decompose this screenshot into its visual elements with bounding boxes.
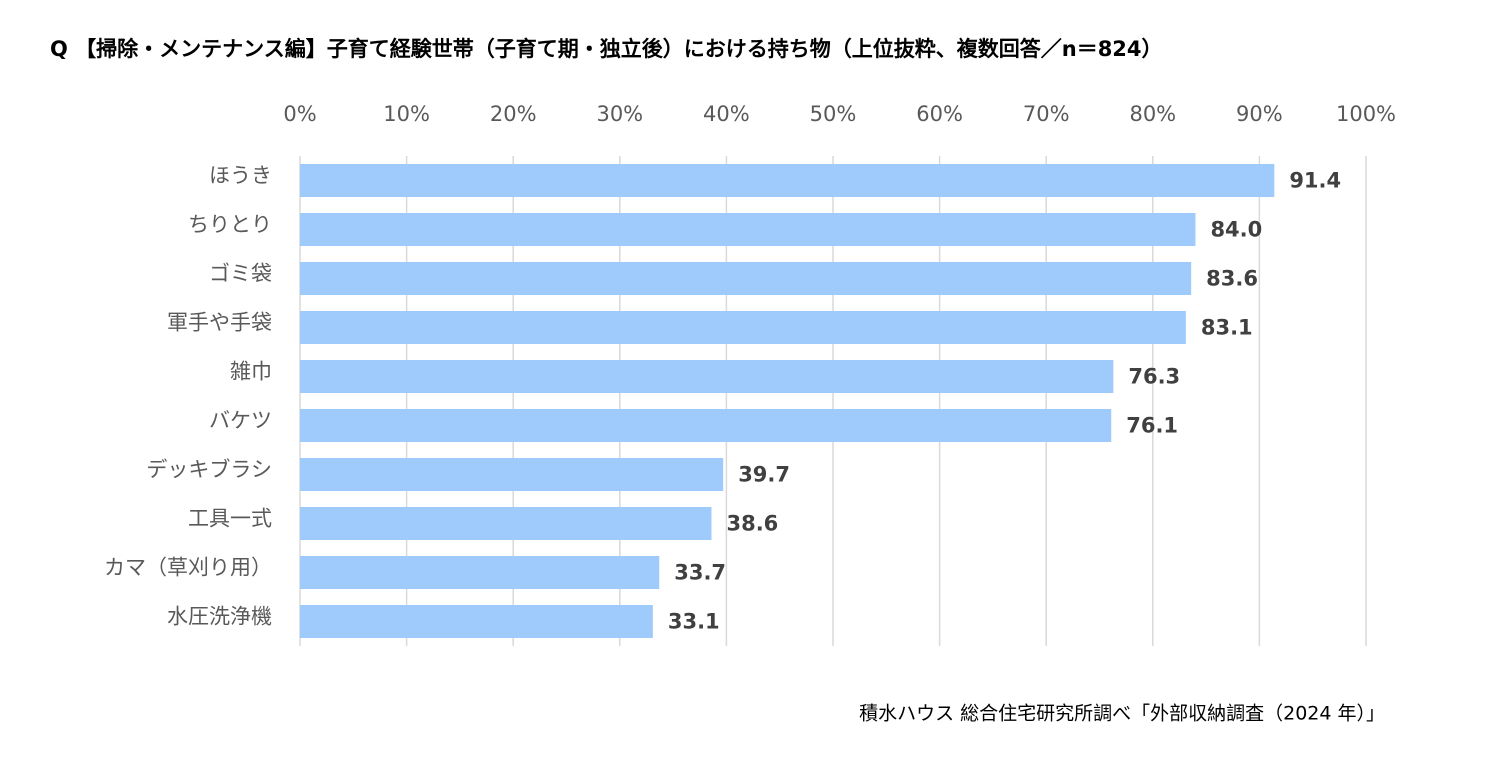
data-label: 84.0 <box>1210 218 1262 242</box>
bar <box>300 605 653 638</box>
bar <box>300 262 1192 295</box>
x-tick-label: 30% <box>596 102 643 126</box>
y-tick-label: 水圧洗浄機 <box>167 605 272 629</box>
x-tick-label: 70% <box>1023 102 1070 126</box>
x-tick-label: 60% <box>916 102 963 126</box>
data-label: 38.6 <box>726 512 778 536</box>
bar <box>300 311 1186 344</box>
bar <box>300 556 660 589</box>
x-tick-label: 20% <box>490 102 537 126</box>
data-label: 83.1 <box>1201 316 1253 340</box>
x-tick-label: 0% <box>283 102 316 126</box>
x-tick-label: 10% <box>383 102 430 126</box>
y-tick-label: デッキブラシ <box>146 458 272 482</box>
y-tick-label: 雑巾 <box>230 360 272 384</box>
data-label: 76.3 <box>1128 365 1180 389</box>
x-tick-label: 80% <box>1129 102 1176 126</box>
x-tick-label: 50% <box>810 102 857 126</box>
bar <box>300 360 1114 393</box>
data-label: 83.6 <box>1206 267 1258 291</box>
data-label: 39.7 <box>738 463 790 487</box>
y-tick-label: 軍手や手袋 <box>167 311 272 335</box>
bar <box>300 409 1112 442</box>
bar <box>300 458 724 491</box>
data-label: 76.1 <box>1126 414 1178 438</box>
y-tick-label: ちりとり <box>188 213 272 237</box>
data-label: 33.1 <box>668 610 720 634</box>
y-tick-label: バケツ <box>209 409 272 433</box>
bar <box>300 213 1196 246</box>
bar <box>300 164 1275 197</box>
chart-title: Q 【掃除・メンテナンス編】子育て経験世帯（子育て期・独立後）における持ち物（上… <box>50 37 1163 61</box>
y-tick-label: ほうき <box>209 164 272 188</box>
x-tick-label: 40% <box>703 102 750 126</box>
data-label: 33.7 <box>674 561 726 585</box>
x-tick-label: 100% <box>1336 102 1396 126</box>
source-note: 積水ハウス 総合住宅研究所調べ「外部収納調査（2024 年）」 <box>859 703 1385 725</box>
y-tick-label: 工具一式 <box>188 507 272 531</box>
data-label: 91.4 <box>1289 169 1341 193</box>
bar <box>300 507 712 540</box>
y-tick-label: ゴミ袋 <box>209 262 272 286</box>
x-tick-label: 90% <box>1236 102 1283 126</box>
y-tick-label: カマ（草刈り用） <box>104 556 272 580</box>
